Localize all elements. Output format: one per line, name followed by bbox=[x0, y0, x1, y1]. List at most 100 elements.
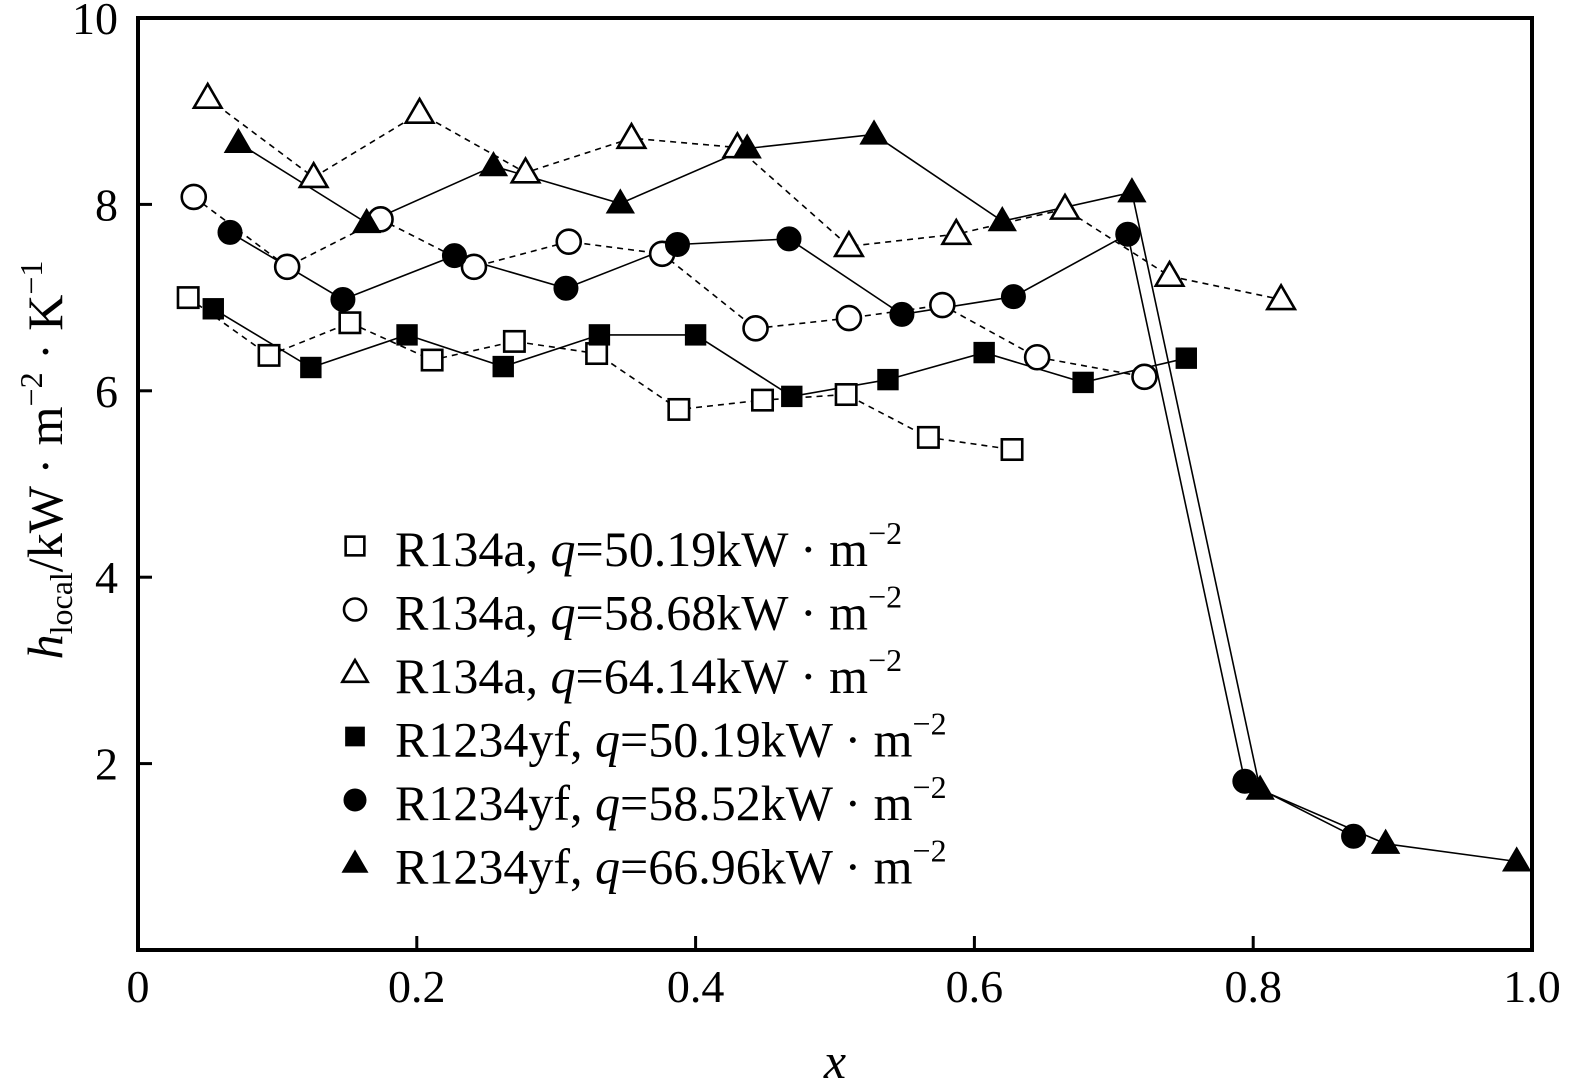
data-point-1 bbox=[180, 183, 208, 211]
legend-entry-4: R1234yf, q=58.52kW · m−2 bbox=[395, 769, 947, 831]
data-point-1 bbox=[835, 304, 863, 332]
y-tick-label: 10 bbox=[72, 0, 118, 44]
data-point-5 bbox=[732, 133, 762, 159]
data-point-2 bbox=[1265, 282, 1298, 311]
data-point-3 bbox=[396, 324, 418, 346]
legend-fluid: R134a, bbox=[395, 648, 551, 704]
legend-value: =66.96kW · m bbox=[620, 839, 913, 895]
data-point-4 bbox=[1115, 221, 1141, 247]
data-point-4 bbox=[330, 286, 356, 312]
data-point-4 bbox=[1341, 823, 1367, 849]
data-point-1 bbox=[742, 315, 769, 342]
y-tick-label: 6 bbox=[95, 366, 118, 417]
legend-entry-2: R134a, q=64.14kW · m−2 bbox=[395, 642, 902, 704]
data-point-4 bbox=[441, 243, 467, 269]
data-point-0 bbox=[1000, 438, 1024, 462]
data-point-2 bbox=[832, 229, 866, 258]
data-point-5 bbox=[1245, 774, 1275, 800]
legend-fluid: R134a, bbox=[395, 521, 551, 577]
data-point-5 bbox=[478, 151, 509, 177]
legend-entry-5: R1234yf, q=66.96kW · m−2 bbox=[395, 833, 947, 895]
legend-exp: −2 bbox=[913, 769, 947, 805]
x-tick-label: 0.4 bbox=[667, 961, 725, 1012]
data-point-4 bbox=[1000, 284, 1026, 310]
y-tick-label: 2 bbox=[95, 739, 118, 790]
legend-marker-3 bbox=[345, 726, 365, 747]
data-point-3 bbox=[1175, 347, 1197, 369]
x-axis-title: x bbox=[823, 1033, 846, 1087]
legend-exp: −2 bbox=[913, 833, 947, 869]
data-point-4 bbox=[664, 231, 690, 257]
data-point-3 bbox=[1072, 371, 1094, 394]
x-tick-label: 0.2 bbox=[388, 961, 446, 1012]
series-markers bbox=[176, 81, 1532, 872]
data-point-1 bbox=[273, 253, 301, 281]
legend-q: q bbox=[551, 585, 576, 641]
data-point-0 bbox=[834, 383, 858, 407]
legend-q: q bbox=[595, 839, 620, 895]
data-point-3 bbox=[877, 368, 899, 391]
data-point-2 bbox=[191, 81, 224, 110]
data-point-5 bbox=[987, 206, 1017, 232]
legend-q: q bbox=[595, 775, 620, 831]
y-axis-title-exp2: −1 bbox=[13, 261, 49, 295]
data-point-3 bbox=[973, 341, 995, 364]
legend-marker-4 bbox=[343, 788, 367, 812]
legend-exp: −2 bbox=[868, 642, 902, 678]
x-tick-label: 1.0 bbox=[1503, 961, 1561, 1012]
plot-frame bbox=[136, 16, 1534, 952]
legend-q: q bbox=[551, 648, 576, 704]
data-point-3 bbox=[588, 324, 611, 346]
x-tick-label: 0 bbox=[127, 961, 150, 1012]
svg-text:hlocal/kW · m−2 · K−1: hlocal/kW · m−2 · K−1 bbox=[13, 261, 79, 660]
y-axis-title-main: h bbox=[17, 634, 73, 659]
data-point-0 bbox=[338, 311, 362, 335]
data-point-1 bbox=[555, 228, 583, 255]
data-point-5 bbox=[1501, 846, 1532, 872]
x-tick-label: 0.6 bbox=[946, 961, 1004, 1012]
data-point-5 bbox=[859, 119, 889, 145]
legend-q: q bbox=[595, 712, 620, 768]
data-point-0 bbox=[257, 343, 281, 367]
legend-fluid: R1234yf, bbox=[395, 775, 595, 831]
data-point-0 bbox=[176, 286, 200, 310]
data-point-5 bbox=[605, 188, 635, 214]
legend-marker-5 bbox=[341, 849, 369, 873]
legend-exp: −2 bbox=[868, 579, 902, 615]
data-point-3 bbox=[492, 355, 514, 378]
legend-value: =58.52kW · m bbox=[620, 775, 913, 831]
legend-exp: −2 bbox=[868, 515, 902, 551]
y-tick-label: 8 bbox=[95, 179, 118, 230]
data-point-4 bbox=[776, 226, 802, 252]
data-point-1 bbox=[460, 253, 488, 281]
legend-exp: −2 bbox=[913, 706, 947, 742]
data-point-0 bbox=[916, 425, 940, 449]
legend-fluid: R1234yf, bbox=[395, 839, 595, 895]
y-axis-title-sub: local bbox=[43, 572, 79, 634]
data-point-5 bbox=[351, 207, 382, 234]
data-point-1 bbox=[1023, 343, 1051, 371]
data-point-1 bbox=[1131, 363, 1158, 391]
axis-ticks: 0 0.2 0.4 0.6 0.8 1.0 2 4 6 8 10 bbox=[72, 0, 1561, 1012]
data-point-5 bbox=[1117, 177, 1147, 203]
x-tick-label: 0.8 bbox=[1224, 961, 1282, 1012]
legend-value: =50.19kW · m bbox=[620, 712, 913, 768]
data-point-5 bbox=[1370, 828, 1401, 854]
data-point-3 bbox=[684, 324, 707, 346]
legend-marker-1 bbox=[342, 597, 368, 622]
legend-value: =64.14kW · m bbox=[576, 648, 869, 704]
data-point-4 bbox=[553, 275, 579, 301]
legend-fluid: R134a, bbox=[395, 585, 551, 641]
data-point-2 bbox=[1048, 192, 1082, 220]
legend-entry-3: R1234yf, q=50.19kW · m−2 bbox=[395, 706, 947, 768]
data-point-2 bbox=[297, 160, 330, 189]
y-axis-title-mid: · K bbox=[17, 295, 73, 373]
data-point-2 bbox=[403, 96, 436, 124]
legend-q: q bbox=[551, 521, 576, 577]
legend-value: =50.19kW · m bbox=[576, 521, 869, 577]
legend-entry-1: R134a, q=58.68kW · m−2 bbox=[395, 579, 902, 641]
data-point-0 bbox=[585, 342, 609, 366]
data-point-2 bbox=[509, 155, 542, 184]
legend-marker-0 bbox=[344, 535, 366, 557]
